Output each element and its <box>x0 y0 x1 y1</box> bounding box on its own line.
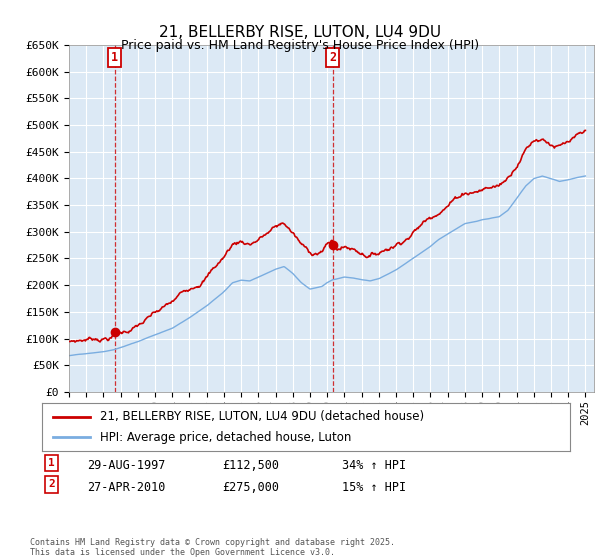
Text: 1: 1 <box>48 458 55 468</box>
Text: 27-APR-2010: 27-APR-2010 <box>87 480 166 494</box>
Text: Contains HM Land Registry data © Crown copyright and database right 2025.
This d: Contains HM Land Registry data © Crown c… <box>30 538 395 557</box>
Text: 21, BELLERBY RISE, LUTON, LU4 9DU (detached house): 21, BELLERBY RISE, LUTON, LU4 9DU (detac… <box>100 410 424 423</box>
Text: 1: 1 <box>111 51 118 64</box>
Text: 29-AUG-1997: 29-AUG-1997 <box>87 459 166 473</box>
Text: 21, BELLERBY RISE, LUTON, LU4 9DU: 21, BELLERBY RISE, LUTON, LU4 9DU <box>159 25 441 40</box>
Text: HPI: Average price, detached house, Luton: HPI: Average price, detached house, Luto… <box>100 431 352 444</box>
Text: 15% ↑ HPI: 15% ↑ HPI <box>342 480 406 494</box>
Text: Price paid vs. HM Land Registry's House Price Index (HPI): Price paid vs. HM Land Registry's House … <box>121 39 479 52</box>
Text: £112,500: £112,500 <box>222 459 279 473</box>
Text: 2: 2 <box>329 51 336 64</box>
Text: 2: 2 <box>48 479 55 489</box>
Text: 34% ↑ HPI: 34% ↑ HPI <box>342 459 406 473</box>
Text: £275,000: £275,000 <box>222 480 279 494</box>
